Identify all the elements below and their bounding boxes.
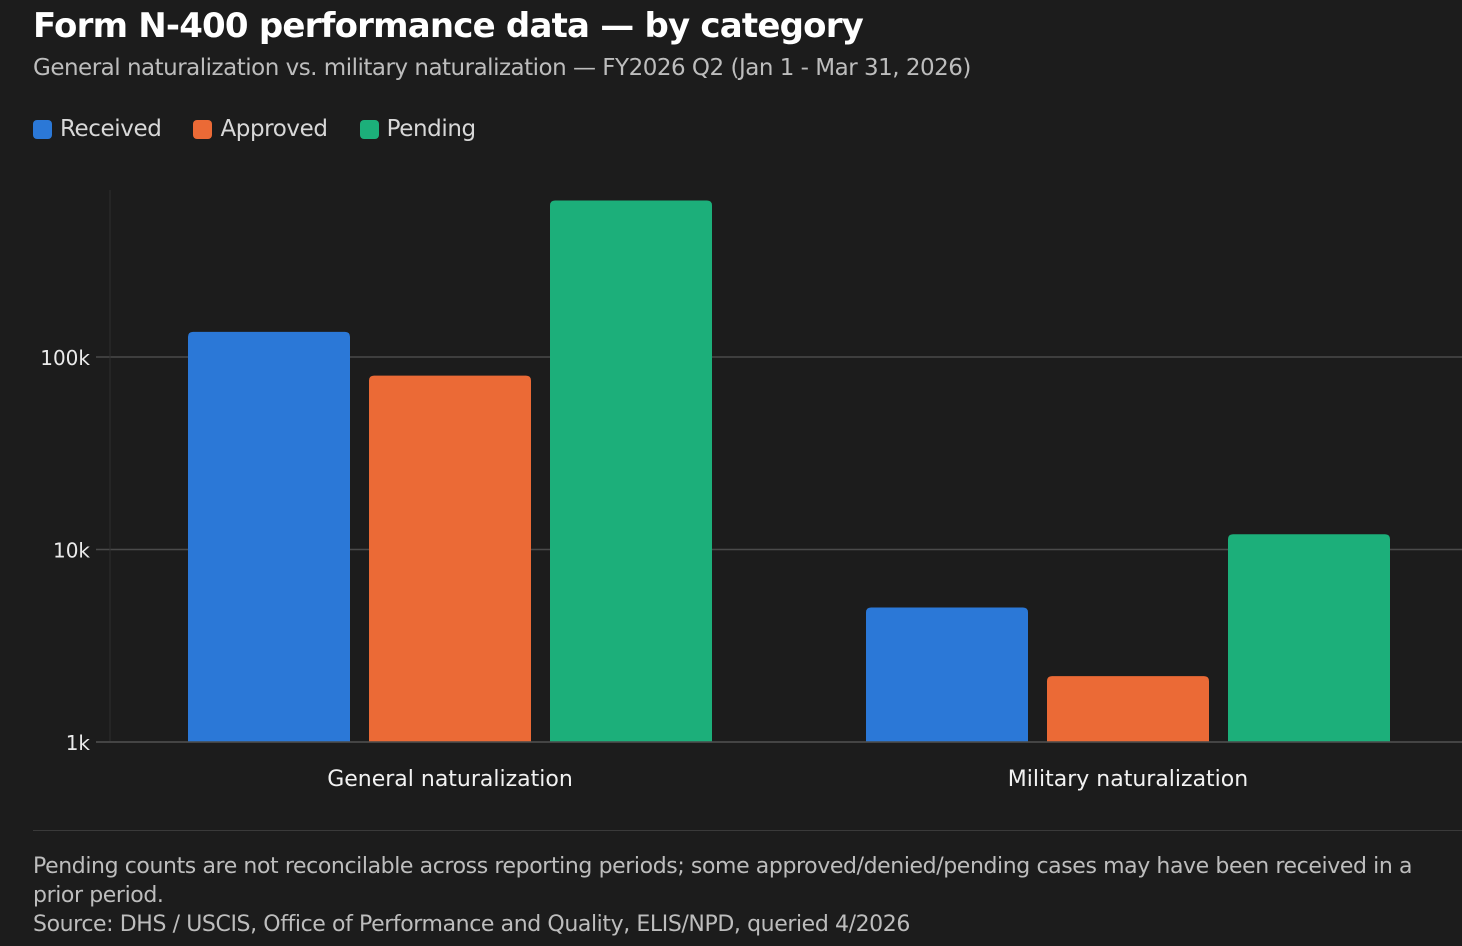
footnote: Pending counts are not reconcilable acro… [33,852,1448,939]
bars [188,200,1390,743]
legend-swatch-approved [193,119,213,139]
legend-item-approved: Approved [193,116,328,142]
legend-swatch-pending [359,119,379,139]
legend-swatch-received [33,119,52,139]
bar-pending-military [1228,534,1390,742]
x-category-label: Military naturalization [1008,767,1248,792]
y-tick-label: 1k [66,731,91,755]
footnote-source: Source: DHS / USCIS, Office of Performan… [33,912,910,937]
legend-item-received: Received [33,116,162,142]
legend-label-received: Received [60,116,162,142]
footnote-note: Pending counts are not reconcilable acro… [33,854,1413,908]
y-axis: 1k 10k 100k [40,190,111,755]
bar-approved-general [369,375,531,742]
legend-item-pending: Pending [359,116,477,142]
y-tick-label: 100k [40,346,90,370]
y-tick-label: 10k [53,539,90,563]
x-axis: General naturalization Military naturaliz… [96,741,1462,792]
legend-label-approved: Approved [220,116,328,142]
chart-title: Form N-400 performance data — by categor… [33,6,864,46]
bar-received-military [866,607,1028,742]
chart-subtitle: General naturalization vs. military natu… [33,55,971,81]
bar-chart: 1k 10k 100k General naturalization Military… [40,190,1462,792]
chart-legend: Received Approved Pending [33,116,476,142]
footer-divider [33,830,1462,831]
bar-approved-military [1047,676,1209,742]
bar-pending-general [550,200,712,743]
bar-received-general [188,331,350,742]
x-category-label: General naturalization [327,767,573,792]
legend-label-pending: Pending [386,116,477,142]
